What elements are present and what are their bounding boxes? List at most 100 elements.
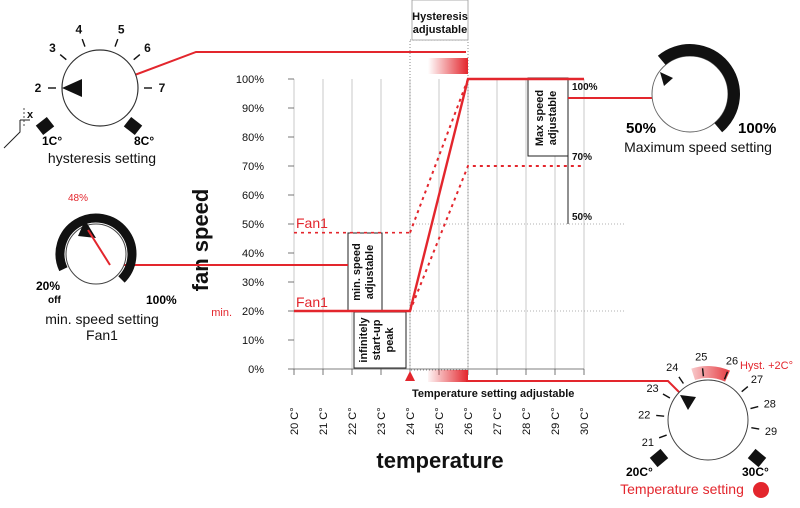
hysteresis-number: 2: [35, 81, 42, 95]
temperature-max-label: 30C°: [742, 465, 769, 479]
temperature-number: 27: [751, 374, 763, 386]
temperature-number: 25: [695, 351, 707, 363]
min-speed-right-label: 100%: [146, 293, 177, 307]
temperature-tick: [723, 371, 729, 380]
y-axis-title: fan speed: [188, 189, 213, 292]
temperature-hyst-label: Hyst. +2C°: [740, 360, 793, 372]
hysteresis-number: 6: [144, 41, 151, 55]
min-speed-label-1: min. speed: [351, 243, 363, 300]
temperature-hyst-arc: [691, 366, 730, 382]
right-pct-100: 100%: [572, 82, 598, 93]
temperature-adjustable-label: Temperature setting adjustable: [412, 388, 574, 400]
temperature-tick: [741, 386, 749, 393]
hysteresis-dial[interactable]: 2 3 4 5 6 7 1C° 8C° hysteresis setting x: [3, 23, 166, 166]
x-tick-label: 22 C°: [347, 407, 359, 435]
hysteresis-number: 4: [75, 23, 82, 37]
temperature-tick: [678, 376, 684, 384]
hysteresis-x-icon: [3, 120, 21, 149]
start-marker-icon: [405, 371, 415, 381]
startup-label-3: peak: [384, 327, 396, 353]
hysteresis-caption: hysteresis setting: [48, 150, 156, 166]
fan1-upper-label: Fan1: [296, 215, 328, 231]
hysteresis-box: [411, 0, 469, 41]
temperature-number: 26: [726, 356, 738, 368]
x-tick-label: 20 C°: [289, 407, 301, 435]
min-speed-box: min. speed adjustable: [347, 232, 383, 312]
y-tick-label: 100%: [236, 74, 264, 86]
x-tick-label: 24 C°: [405, 407, 417, 435]
x-axis-title: temperature: [376, 448, 503, 473]
max-speed-arc: [657, 44, 740, 133]
min-speed-label-2: adjustable: [364, 245, 376, 299]
temperature-number: 22: [638, 409, 650, 421]
hysteresis-pointer-icon: [62, 79, 82, 97]
hysteresis-number: 3: [49, 41, 56, 55]
min-speed-pointer-icon: [78, 220, 96, 238]
temperature-indicator-icon: [753, 482, 769, 498]
temperature-number: 29: [765, 426, 777, 438]
temperature-caption: Temperature setting: [620, 481, 744, 497]
min-speed-dial[interactable]: 48% 20% off 100% min. speed setting Fan1: [36, 193, 177, 343]
min-label: min.: [211, 307, 232, 319]
min-speed-caption-2: Fan1: [86, 327, 118, 343]
hysteresis-min-stop: [35, 116, 55, 136]
right-pct-70: 70%: [572, 152, 592, 163]
x-tick-label: 26 C°: [463, 407, 475, 435]
hysteresis-x-label: x: [27, 109, 34, 121]
temperature-min-stop: [649, 448, 669, 468]
y-tick-labels: 100% 90% 80% 70% 60% 50% 40% 30% 20% 10% 0%: [236, 74, 264, 376]
max-speed-pointer-icon: [660, 72, 673, 86]
min-speed-off-label: off: [48, 295, 61, 306]
temperature-tick: [658, 434, 667, 439]
temperature-number: 28: [764, 398, 776, 410]
fan1-lower-label: Fan1: [296, 294, 328, 310]
startup-label-2: start-up: [371, 319, 383, 360]
min-speed-left-label: 20%: [36, 279, 60, 293]
temperature-tick: [656, 414, 665, 417]
temperature-max-stop: [747, 448, 767, 468]
x-tick-labels: 20 C° 21 C° 22 C° 23 C° 24 C° 25 C° 26 C° 27 C°…: [289, 407, 591, 435]
y-tick-label: 30%: [242, 277, 264, 289]
temperature-tick: [751, 426, 760, 430]
y-axis-title-text: fan speed: [188, 189, 213, 292]
x-tick-label: 27 C°: [492, 407, 504, 435]
y-tick-label: 50%: [242, 219, 264, 231]
max-speed-left-label: 50%: [626, 120, 656, 137]
x-tick-label: 21 C°: [318, 407, 330, 435]
hysteresis-label-2: adjustable: [413, 24, 467, 36]
hysteresis-max-label: 8C°: [134, 134, 154, 148]
y-tick-label: 70%: [242, 161, 264, 173]
x-tick-label: 30 C°: [579, 407, 591, 435]
min-speed-needle: [87, 229, 111, 266]
max-speed-label-2: adjustable: [547, 91, 559, 145]
max-speed-dial[interactable]: 50% 100% Maximum speed setting: [624, 44, 776, 155]
y-tick-label: 10%: [242, 335, 264, 347]
temperature-pointer-icon: [680, 395, 696, 410]
temperature-number: 21: [642, 437, 654, 449]
series-line-0: [294, 77, 584, 313]
y-tick-label: 60%: [242, 190, 264, 202]
max-speed-caption: Maximum speed setting: [624, 139, 772, 155]
series-line-2: [409, 165, 584, 312]
temperature-tick: [662, 393, 671, 399]
chart-series: [294, 77, 584, 313]
hysteresis-tick: [133, 54, 141, 61]
y-tick-label: 40%: [242, 248, 264, 260]
hysteresis-max-stop: [123, 116, 143, 136]
max-speed-box: Max speed adjustable: [527, 77, 569, 157]
right-pct-50: 50%: [572, 212, 592, 223]
hysteresis-gradient-top: [428, 58, 468, 74]
hysteresis-gradient-bottom: [428, 370, 468, 382]
min-speed-arc: [55, 213, 137, 283]
x-tick-label: 29 C°: [550, 407, 562, 435]
x-tick-label: 23 C°: [376, 407, 388, 435]
temperature-number: 24: [666, 362, 678, 374]
x-tick-label: 28 C°: [521, 407, 533, 435]
connector-hysteresis: [99, 51, 466, 89]
connector-temperature: [466, 380, 683, 396]
y-tick-label: 0%: [248, 364, 264, 376]
max-speed-right-label: 100%: [738, 120, 776, 137]
max-speed-label-1: Max speed: [534, 90, 546, 146]
